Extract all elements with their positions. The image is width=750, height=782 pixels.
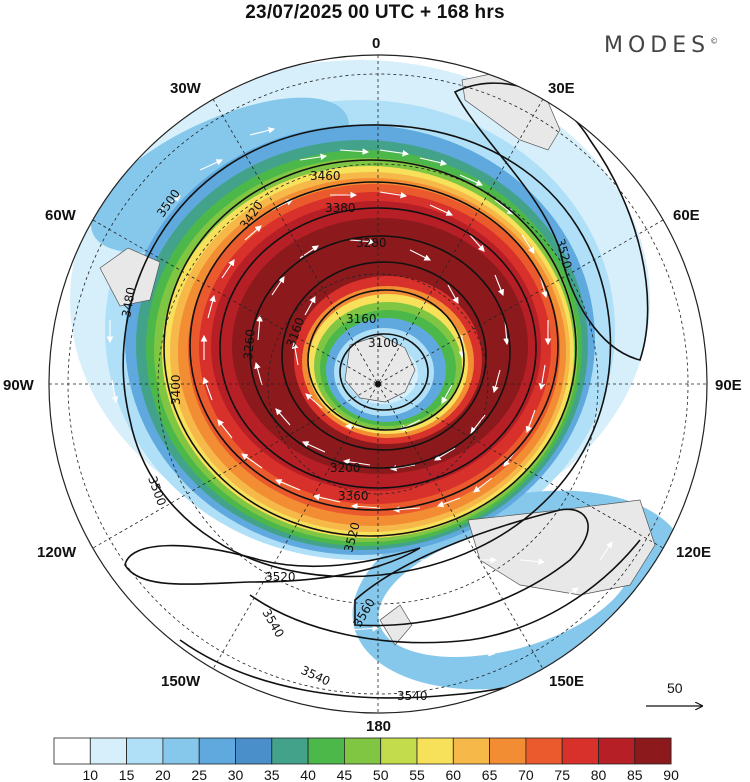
contour-label: 3260 <box>241 329 258 361</box>
contour-label: 3200 <box>330 461 361 475</box>
contour-label: 3540 <box>299 663 333 689</box>
colorbar-swatch <box>53 737 91 765</box>
map-disc <box>49 55 707 713</box>
map-title: 23/07/2025 00 UTC + 168 hrs <box>245 2 505 23</box>
colorbar-swatch <box>307 737 345 765</box>
colorbar-tick-label: 25 <box>191 767 207 782</box>
contour-3420 <box>189 181 559 511</box>
colorbar-tick-label: 60 <box>446 767 462 782</box>
contour-3500 <box>122 124 612 578</box>
contour-label: 3540 <box>397 689 428 703</box>
colorbar-swatch <box>89 737 128 765</box>
contour-label: 3100 <box>368 336 399 350</box>
australia <box>467 499 656 596</box>
lon-label-180: 180 <box>366 718 391 735</box>
colorbar-tick-label: 40 <box>300 767 316 782</box>
colorbar-swatch <box>489 737 527 765</box>
contour-3280 <box>249 235 511 469</box>
antarctica <box>344 334 416 403</box>
longitude-labels: 0 30E 60E 90E 120E 150E 180 150W 120W 90… <box>3 35 742 735</box>
colorbar-swatch <box>343 737 382 765</box>
contour-3560 <box>354 508 589 627</box>
colorbar-tick-label: 90 <box>663 767 679 782</box>
colorbar-tick-label: 10 <box>83 767 99 782</box>
lon-label-0: 0 <box>372 35 380 52</box>
colorbar-swatch <box>598 737 636 765</box>
lon-label-150w: 150W <box>161 673 201 690</box>
lon-label-30w: 30W <box>170 80 202 97</box>
colorbar-tick-label: 65 <box>482 767 498 782</box>
modes-logo-text: MODES <box>604 33 711 58</box>
graticule <box>49 55 707 713</box>
colorbar-tick-label: 35 <box>264 767 280 782</box>
contour-3540-east <box>249 539 641 644</box>
colorbar-swatch <box>162 737 200 765</box>
lon-label-30e: 30E <box>548 80 575 97</box>
colorbar-swatch <box>380 737 418 765</box>
lon-label-150e: 150E <box>549 673 584 690</box>
colorbar-tick-label: 85 <box>627 767 643 782</box>
contour-label: 3160 <box>346 312 377 326</box>
colorbar-tick-label: 70 <box>518 767 534 782</box>
lon-label-90w: 90W <box>3 377 35 394</box>
lon-label-90e: 90E <box>715 377 742 394</box>
reference-vector-label: 50 <box>667 680 683 696</box>
contour-label: 3520 <box>265 570 296 584</box>
colorbar-tick-label: 15 <box>119 767 135 782</box>
colorbar-swatch <box>235 737 273 765</box>
contour-3160 <box>307 289 465 431</box>
contour-label: 3500 <box>145 474 169 507</box>
colorbar-tick-label: 45 <box>337 767 353 782</box>
colorbar-swatch <box>525 737 563 765</box>
copyright-mark: © <box>710 36 719 46</box>
lon-label-120w: 120W <box>37 544 77 561</box>
contour-label: 3360 <box>338 489 369 503</box>
colorbar-tick-label: 75 <box>554 767 570 782</box>
colorbar-swatch <box>416 737 454 765</box>
lon-label-60w: 60W <box>45 207 77 224</box>
colorbar-swatch <box>271 737 309 765</box>
modes-logo: MODES© <box>604 33 718 58</box>
colorbar-swatch <box>561 737 599 765</box>
contour-3100 <box>339 333 429 411</box>
contour-label: 3280 <box>356 236 387 250</box>
contour-3200 <box>281 261 487 451</box>
colorbar-swatch <box>126 737 164 765</box>
colorbar-swatch <box>452 737 490 765</box>
colorbar-swatch <box>634 737 672 765</box>
lon-label-60e: 60E <box>673 207 700 224</box>
colorbar-tick-label: 20 <box>155 767 171 782</box>
contour-label: 3380 <box>325 201 356 215</box>
colorbar-tick-label: 80 <box>591 767 607 782</box>
colorbar-tick-label: 55 <box>409 767 425 782</box>
contour-labels: 3100 3160 3160 3200 3260 3280 3380 3360 … <box>119 169 574 703</box>
lon-label-120e: 120E <box>676 544 711 561</box>
contour-label: 3540 <box>259 607 286 640</box>
colorbar-tick-label: 50 <box>373 767 389 782</box>
contour-3520-west <box>124 544 421 585</box>
contour-label: 3400 <box>169 374 183 405</box>
map-border <box>48 54 708 714</box>
contour-3480 <box>163 159 577 537</box>
contour-label: 3480 <box>119 286 138 319</box>
colorbar: 10 15 20 25 30 35 40 45 50 55 60 65 70 75 80 85 90 <box>53 737 679 782</box>
colorbar-tick-label: 30 <box>228 767 244 782</box>
contour-label: 3460 <box>310 169 341 183</box>
south-pole-dot <box>375 381 381 387</box>
reference-vector: 50 <box>646 680 702 706</box>
colorbar-swatch <box>198 737 236 765</box>
